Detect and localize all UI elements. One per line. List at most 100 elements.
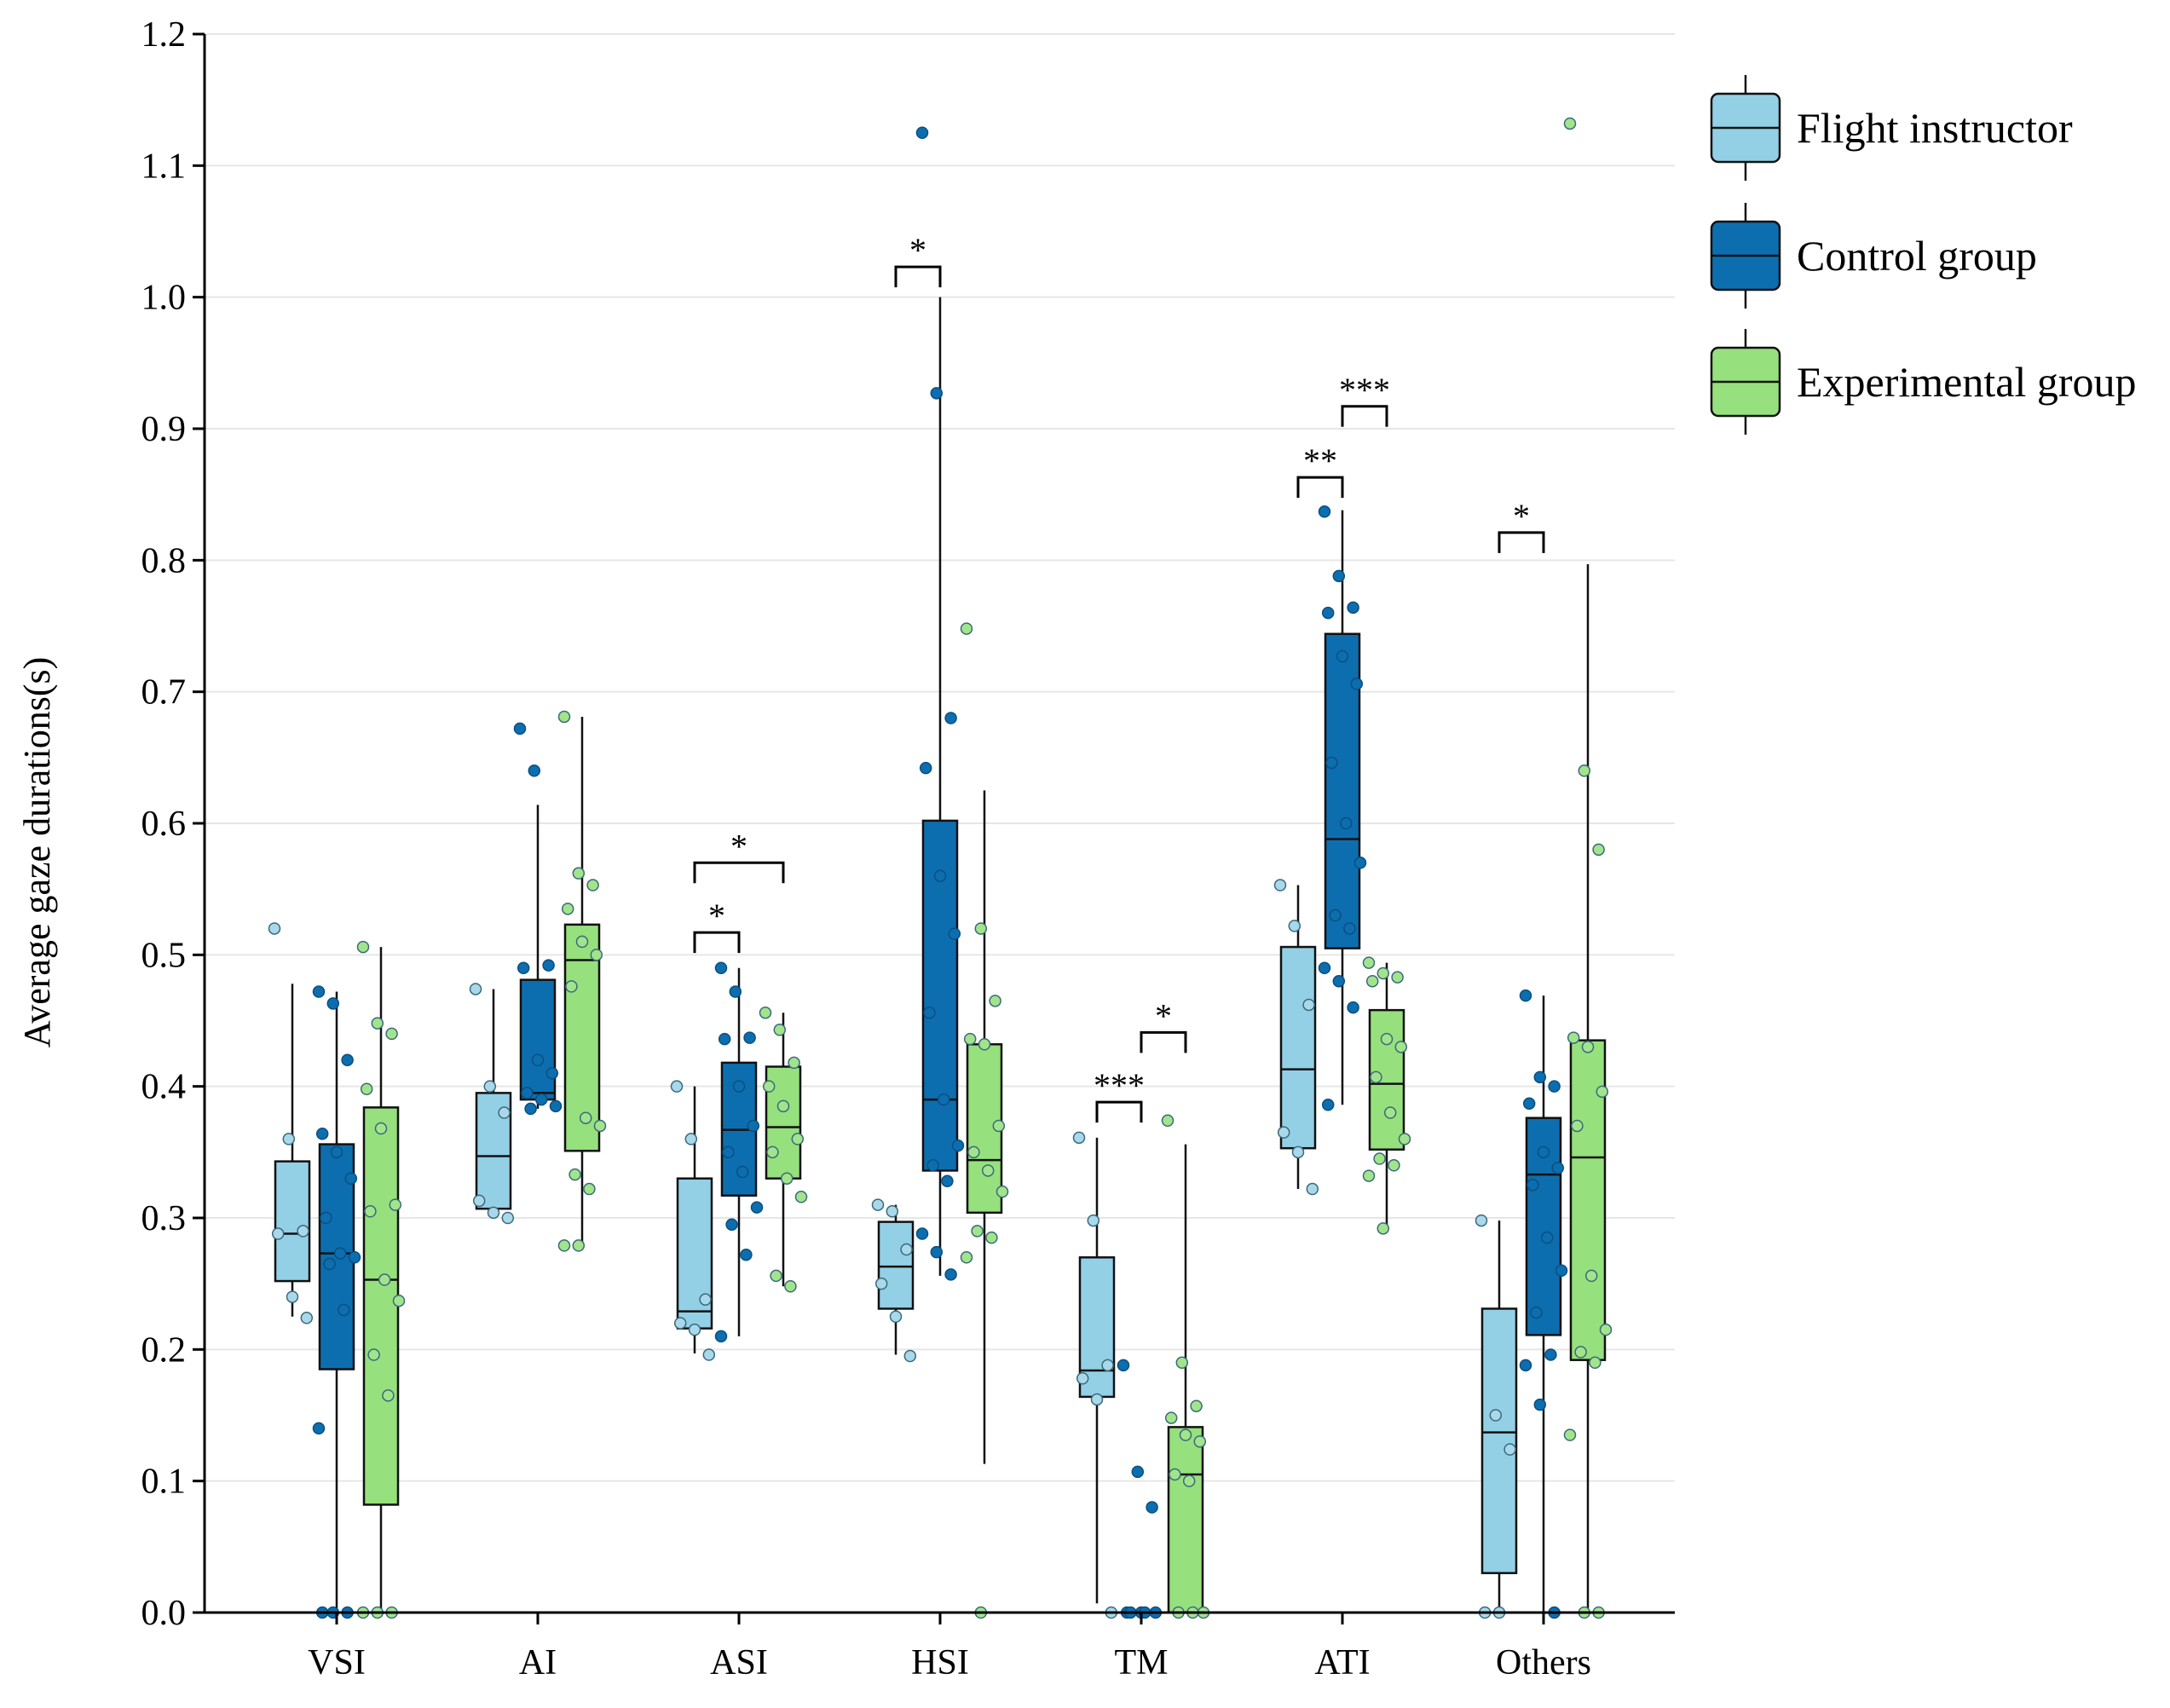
data-point — [286, 1290, 299, 1303]
significance-bracket: * — [1498, 497, 1545, 553]
data-point — [1391, 971, 1404, 984]
data-point — [1161, 1114, 1174, 1128]
box-asi-series-0 — [670, 1080, 716, 1361]
data-point — [1076, 1372, 1089, 1385]
data-point — [1291, 1145, 1305, 1159]
data-point — [1574, 1346, 1587, 1359]
data-point — [919, 761, 932, 775]
data-point — [549, 1099, 563, 1113]
data-point — [1503, 1443, 1516, 1456]
data-point — [1519, 1359, 1532, 1372]
significance-bracket: * — [1140, 996, 1187, 1053]
data-point — [743, 1031, 756, 1044]
data-point — [1398, 1133, 1411, 1145]
data-point — [524, 1102, 537, 1116]
data-point — [1596, 1085, 1609, 1099]
data-point — [688, 1323, 701, 1336]
data-point — [330, 1145, 343, 1159]
data-point — [1339, 816, 1353, 830]
data-point — [985, 1231, 998, 1244]
data-point — [590, 949, 603, 961]
significance-bracket: * — [693, 897, 741, 954]
box-ati-series-2 — [1362, 956, 1411, 1235]
data-point — [1302, 998, 1315, 1012]
data-point — [971, 1225, 984, 1238]
y-tick-label: 0.3 — [141, 1199, 187, 1238]
data-point — [282, 1133, 296, 1145]
data-point — [714, 1330, 728, 1343]
y-tick-label: 0.2 — [141, 1330, 187, 1370]
data-point — [937, 1093, 950, 1106]
data-point — [1548, 1080, 1561, 1093]
x-tick-label: ASI — [710, 1643, 768, 1682]
data-point — [1544, 1348, 1557, 1361]
data-point — [1475, 1214, 1488, 1227]
data-point — [513, 722, 527, 736]
data-point — [360, 1082, 373, 1096]
significance-label: * — [730, 827, 747, 865]
iqr-box — [475, 1092, 512, 1210]
data-point — [1362, 1169, 1376, 1182]
data-point — [960, 622, 973, 635]
data-point — [780, 1172, 794, 1185]
data-point — [930, 1245, 944, 1259]
data-point — [714, 961, 728, 975]
data-point — [1169, 1468, 1181, 1481]
data-point — [333, 1247, 347, 1260]
data-point — [1584, 1269, 1598, 1283]
data-point — [1388, 1159, 1400, 1172]
data-point — [1376, 967, 1390, 980]
bracket-line — [693, 931, 741, 954]
box-hsi-series-1 — [915, 126, 965, 1281]
data-point — [1551, 1162, 1565, 1174]
data-point — [1519, 989, 1532, 1002]
significance-label: ** — [1303, 441, 1337, 480]
data-point — [1332, 569, 1346, 583]
data-point — [948, 927, 961, 940]
data-point — [326, 997, 340, 1010]
data-point — [268, 922, 281, 935]
x-tick-label: TM — [1115, 1643, 1169, 1682]
data-point — [517, 961, 530, 975]
data-point — [900, 1243, 913, 1256]
data-point — [996, 1185, 1009, 1198]
y-tick-label: 0.0 — [141, 1594, 187, 1633]
legend-label: Control group — [1797, 232, 2037, 280]
significance-bracket: * — [894, 231, 942, 288]
data-point — [557, 1239, 571, 1252]
data-point — [978, 1038, 991, 1051]
data-point — [725, 1218, 738, 1231]
data-point — [992, 1119, 1006, 1133]
data-point — [1563, 1428, 1577, 1441]
significance-bracket: *** — [1094, 1066, 1145, 1123]
data-point — [374, 1122, 388, 1135]
data-point — [967, 1145, 980, 1159]
data-point — [382, 1389, 395, 1402]
box-vsi-series-1 — [312, 985, 361, 1619]
data-point — [1540, 1231, 1554, 1244]
box-asi-series-2 — [759, 1006, 808, 1293]
data-point — [1321, 1099, 1335, 1111]
box-ai-series-2 — [557, 710, 607, 1252]
significance-label: *** — [1339, 371, 1390, 409]
y-tick-label: 0.9 — [141, 410, 187, 449]
data-point — [348, 1251, 361, 1264]
box-tm-series-0 — [1072, 1131, 1118, 1619]
legend-item-1: Control group — [1710, 203, 2037, 309]
data-point — [1277, 1126, 1290, 1139]
data-point — [1533, 1398, 1547, 1411]
data-point — [498, 1106, 511, 1119]
data-point — [776, 1099, 790, 1113]
data-point — [323, 1257, 336, 1271]
y-tick-label: 0.6 — [141, 805, 187, 844]
axes: 0.0 0.1 0.2 0.3 0.4 0.5 0.6 0.7 0.8 0.9 1.0 1.1 1.2 V… — [141, 15, 1675, 1682]
legend: Flight instructor Control group Experiment… — [1710, 75, 2137, 435]
data-point — [593, 1119, 607, 1133]
legend-item-0: Flight instructor — [1710, 75, 2073, 181]
data-point — [729, 985, 742, 998]
data-point — [300, 1312, 314, 1324]
data-point — [1373, 1152, 1386, 1165]
data-point — [963, 1032, 977, 1046]
data-point — [1131, 1465, 1145, 1479]
significance-label: * — [1155, 996, 1172, 1035]
